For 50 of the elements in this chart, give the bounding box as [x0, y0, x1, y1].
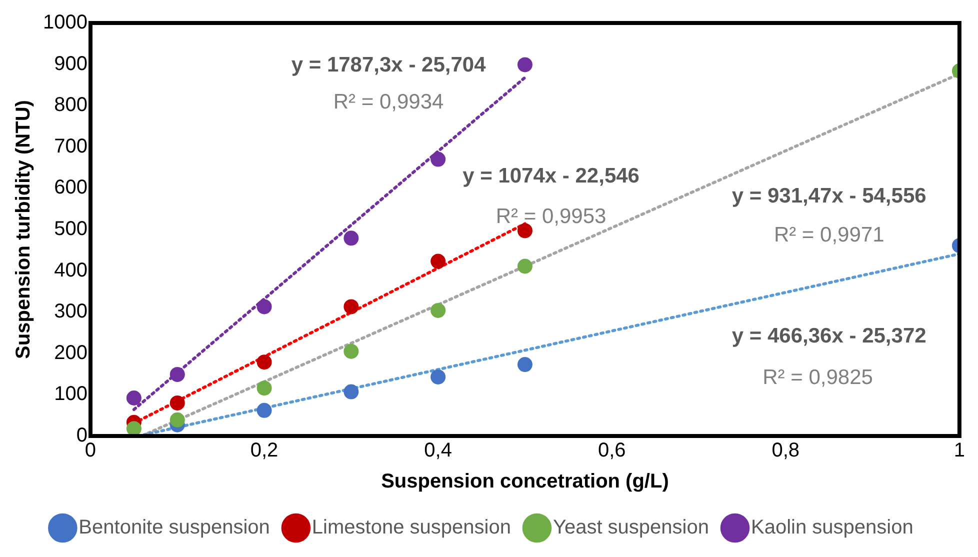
y-tick-label: 200	[54, 342, 88, 364]
point	[126, 390, 142, 406]
point	[517, 357, 532, 372]
annotation: y = 1074x - 22,546	[462, 164, 640, 188]
annotation: R² = 0,9825	[762, 366, 873, 389]
x-tick-label: 0,8	[772, 440, 800, 462]
point	[256, 380, 272, 396]
x-tick-label: 0,2	[250, 440, 278, 462]
annotation: y = 931,47x - 54,556	[732, 184, 926, 208]
annotation: R² = 0,9953	[496, 204, 606, 228]
point	[430, 369, 446, 384]
annotation: R² = 0,9971	[774, 223, 884, 246]
point	[170, 366, 185, 382]
point	[170, 412, 185, 428]
point	[344, 344, 359, 359]
point	[170, 395, 185, 410]
legend-label: Bentonite suspension	[78, 516, 270, 539]
legend-label: Limestone suspension	[312, 516, 511, 539]
y-tick-label: 400	[54, 259, 88, 282]
y-tick-label: 1000	[42, 12, 88, 34]
point	[344, 230, 359, 246]
point	[256, 402, 272, 418]
point	[430, 152, 446, 167]
point	[256, 299, 272, 314]
legend-label: Yeast suspension	[552, 516, 709, 539]
legend-label: Kaolin suspension	[750, 516, 914, 539]
point	[430, 302, 446, 318]
annotation: R² = 0,9934	[333, 90, 444, 114]
point	[517, 57, 532, 72]
y-tick-label: 600	[54, 176, 88, 199]
point	[430, 254, 446, 269]
annotation: y = 1787,3x - 25,704	[291, 54, 486, 77]
y-tick-label: 800	[54, 94, 88, 116]
x-tick-label: 1	[954, 440, 965, 462]
point	[517, 223, 532, 238]
y-tick-label: 100	[54, 383, 88, 406]
y-tick-label: 700	[54, 135, 88, 158]
y-axis-title: Suspension turbidity (NTU)	[12, 100, 35, 359]
point	[256, 354, 272, 370]
point	[344, 299, 359, 314]
x-axis-title: Suspension concetration (g/L)	[381, 470, 669, 493]
x-tick-label: 0,6	[598, 440, 626, 462]
annotation: y = 466,36x - 25,372	[732, 324, 926, 348]
x-tick-label: 0,4	[424, 440, 452, 462]
y-tick-label: 900	[54, 52, 88, 75]
point	[517, 258, 532, 274]
y-tick-label: 500	[54, 218, 88, 240]
y-tick-label: 300	[54, 300, 88, 323]
point	[344, 384, 359, 400]
point	[126, 421, 142, 436]
